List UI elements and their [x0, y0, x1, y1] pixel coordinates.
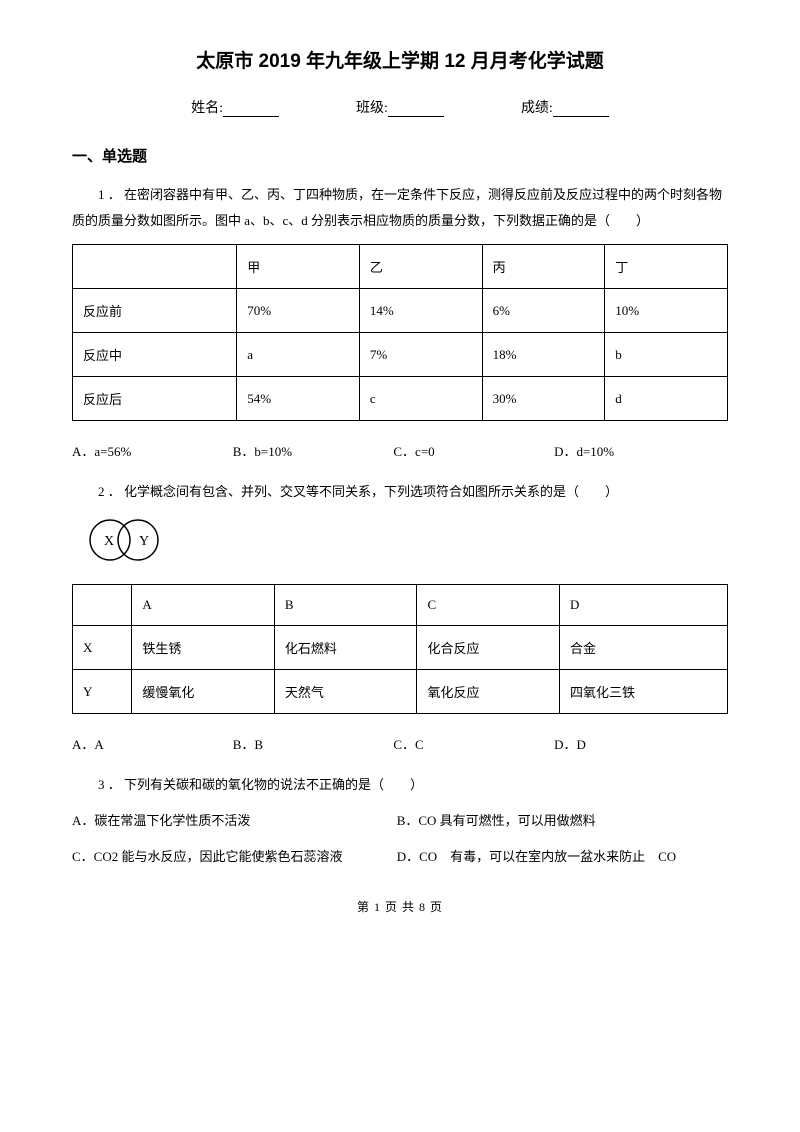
q3-options-line1: A．碳在常温下化学性质不活泼 B．CO 具有可燃性，可以用做燃料 [72, 808, 728, 834]
document-title: 太原市 2019 年九年级上学期 12 月月考化学试题 [72, 46, 728, 73]
table-cell: 反应前 [73, 289, 237, 333]
score-field: 成绩: [521, 97, 609, 117]
q3-text: 下列有关碳和碳的氧化物的说法不正确的是（ ） [124, 777, 423, 792]
q1-number: 1 ． [98, 187, 121, 202]
q3-option-a: A．碳在常温下化学性质不活泼 [72, 808, 393, 834]
table-cell: 铁生锈 [132, 626, 275, 670]
venn-svg: X Y [82, 515, 172, 565]
name-underline [223, 103, 279, 117]
table-cell: 30% [482, 377, 605, 421]
section-1-title: 一、单选题 [72, 145, 728, 166]
table-cell: B [274, 585, 417, 626]
table-row: 反应前 70% 14% 6% 10% [73, 289, 728, 333]
table-cell: 四氧化三铁 [560, 670, 728, 714]
q1-text: 在密闭容器中有甲、乙、丙、丁四种物质，在一定条件下反应，测得反应前及反应过程中的… [72, 187, 722, 228]
table-cell: A [132, 585, 275, 626]
table-cell: 18% [482, 333, 605, 377]
table-cell: c [359, 377, 482, 421]
table-row: X 铁生锈 化石燃料 化合反应 合金 [73, 626, 728, 670]
table-row: 反应中 a 7% 18% b [73, 333, 728, 377]
q2-text: 化学概念间有包含、并列、交叉等不同关系，下列选项符合如图所示关系的是（ ） [124, 484, 618, 499]
class-field: 班级: [356, 97, 444, 117]
table-cell: 丙 [482, 245, 605, 289]
q3-options-line2: C．CO2 能与水反应，因此它能使紫色石蕊溶液 D．CO 有毒，可以在室内放一盆… [72, 844, 728, 870]
name-label: 姓名: [191, 101, 223, 116]
question-3: 3 ． 下列有关碳和碳的氧化物的说法不正确的是（ ） [72, 772, 728, 798]
table-cell: 反应中 [73, 333, 237, 377]
page-footer: 第 1 页 共 8 页 [72, 898, 728, 915]
venn-left-label: X [104, 534, 114, 549]
table-cell: 氧化反应 [417, 670, 560, 714]
table-cell: 6% [482, 289, 605, 333]
q3-option-d: D．CO 有毒，可以在室内放一盆水来防止 CO [397, 844, 718, 870]
page-container: 太原市 2019 年九年级上学期 12 月月考化学试题 姓名: 班级: 成绩: … [0, 0, 800, 945]
table-cell: a [237, 333, 360, 377]
table-cell: 54% [237, 377, 360, 421]
q1-option-c: C．c=0 [393, 439, 550, 465]
table-cell: 丁 [605, 245, 728, 289]
table-cell: d [605, 377, 728, 421]
question-2: 2 ． 化学概念间有包含、并列、交叉等不同关系，下列选项符合如图所示关系的是（ … [72, 479, 728, 505]
q3-option-b: B．CO 具有可燃性，可以用做燃料 [397, 808, 718, 834]
q1-option-d: D．d=10% [554, 439, 711, 465]
q3-number: 3 ． [98, 777, 121, 792]
score-underline [553, 103, 609, 117]
q2-option-c: C．C [393, 732, 550, 758]
info-line: 姓名: 班级: 成绩: [72, 97, 728, 117]
table-cell: 乙 [359, 245, 482, 289]
venn-diagram: X Y [82, 515, 728, 570]
q3-option-c: C．CO2 能与水反应，因此它能使紫色石蕊溶液 [72, 844, 393, 870]
table-cell: D [560, 585, 728, 626]
class-label: 班级: [356, 101, 388, 116]
table-row: 甲 乙 丙 丁 [73, 245, 728, 289]
table-cell: Y [73, 670, 132, 714]
q2-number: 2 ． [98, 484, 121, 499]
table-row: A B C D [73, 585, 728, 626]
q1-table: 甲 乙 丙 丁 反应前 70% 14% 6% 10% 反应中 a 7% 18% … [72, 244, 728, 421]
table-cell: 缓慢氧化 [132, 670, 275, 714]
q1-option-b: B．b=10% [233, 439, 390, 465]
table-cell: 化石燃料 [274, 626, 417, 670]
venn-right-label: Y [139, 534, 149, 549]
q2-option-d: D．D [554, 732, 711, 758]
question-1: 1 ． 在密闭容器中有甲、乙、丙、丁四种物质，在一定条件下反应，测得反应前及反应… [72, 182, 728, 234]
q2-option-b: B．B [233, 732, 390, 758]
table-cell: 14% [359, 289, 482, 333]
table-cell: 合金 [560, 626, 728, 670]
table-cell [73, 245, 237, 289]
name-field: 姓名: [191, 97, 279, 117]
table-cell: 10% [605, 289, 728, 333]
table-cell: 70% [237, 289, 360, 333]
class-underline [388, 103, 444, 117]
q2-options: A．A B．B C．C D．D [72, 732, 728, 758]
table-cell: 7% [359, 333, 482, 377]
table-cell: b [605, 333, 728, 377]
table-row: 反应后 54% c 30% d [73, 377, 728, 421]
table-row: Y 缓慢氧化 天然气 氧化反应 四氧化三铁 [73, 670, 728, 714]
table-cell: 天然气 [274, 670, 417, 714]
table-cell: 甲 [237, 245, 360, 289]
table-cell: C [417, 585, 560, 626]
q1-option-a: A．a=56% [72, 439, 229, 465]
table-cell: 反应后 [73, 377, 237, 421]
q2-table: A B C D X 铁生锈 化石燃料 化合反应 合金 Y 缓慢氧化 天然气 氧化… [72, 584, 728, 714]
table-cell: X [73, 626, 132, 670]
q2-option-a: A．A [72, 732, 229, 758]
table-cell [73, 585, 132, 626]
score-label: 成绩: [521, 101, 553, 116]
table-cell: 化合反应 [417, 626, 560, 670]
q1-options: A．a=56% B．b=10% C．c=0 D．d=10% [72, 439, 728, 465]
